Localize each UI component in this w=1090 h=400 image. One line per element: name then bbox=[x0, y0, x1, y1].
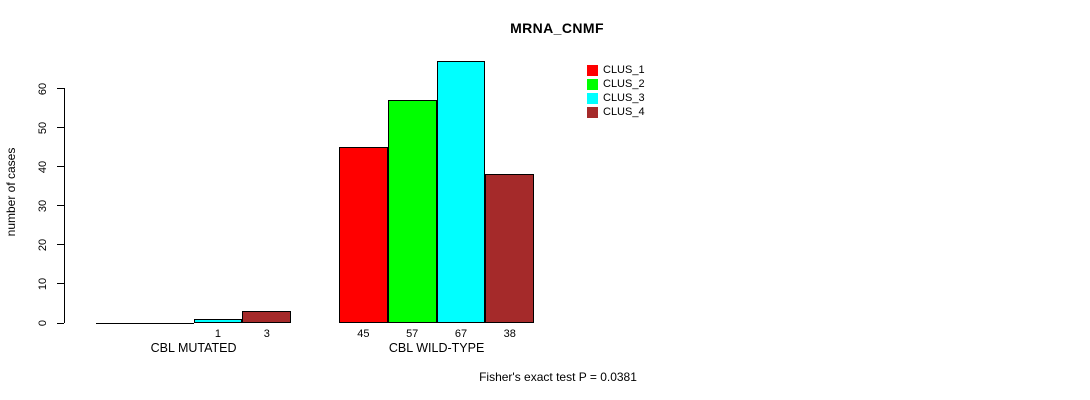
bar-value-label: 1 bbox=[214, 328, 222, 340]
y-axis-line bbox=[64, 88, 65, 324]
legend-item: CLUS_1 bbox=[587, 63, 645, 77]
legend-label: CLUS_3 bbox=[603, 91, 645, 104]
y-tick bbox=[57, 244, 64, 246]
bar-value-label: 45 bbox=[357, 328, 370, 340]
y-tick bbox=[57, 283, 64, 285]
legend-label: CLUS_4 bbox=[603, 105, 645, 118]
y-tick-label: 40 bbox=[37, 160, 49, 173]
bar-value-label: 57 bbox=[406, 328, 419, 340]
bar-clus_4 bbox=[242, 310, 292, 324]
bar-clus_3 bbox=[193, 318, 243, 324]
legend-label: CLUS_2 bbox=[603, 77, 645, 90]
legend-swatch bbox=[587, 64, 598, 76]
legend-item: CLUS_2 bbox=[587, 77, 645, 91]
bar-value-label: 67 bbox=[454, 328, 468, 340]
bar-value-label: 38 bbox=[503, 328, 516, 340]
bar-value-label: 3 bbox=[263, 328, 270, 340]
bar-clus_1-zero bbox=[96, 322, 145, 324]
y-tick-label: 50 bbox=[37, 121, 49, 134]
legend-swatch bbox=[587, 78, 598, 90]
legend: CLUS_1 CLUS_2 CLUS_3 CLUS_4 bbox=[587, 63, 645, 119]
x-category-label: CBL WILD-TYPE bbox=[388, 341, 485, 355]
fisher-test-annotation: Fisher's exact test P = 0.0381 bbox=[479, 370, 637, 384]
bar-clus_4 bbox=[485, 174, 535, 324]
y-tick bbox=[57, 322, 64, 324]
legend-swatch bbox=[587, 106, 598, 118]
legend-item: CLUS_4 bbox=[587, 105, 645, 119]
y-tick bbox=[57, 88, 64, 90]
y-tick-label: 10 bbox=[37, 277, 49, 291]
y-tick bbox=[57, 127, 64, 129]
y-tick-label: 30 bbox=[37, 199, 49, 212]
legend-label: CLUS_1 bbox=[603, 63, 645, 76]
x-category-label: CBL MUTATED bbox=[150, 341, 237, 355]
y-tick-label: 0 bbox=[37, 319, 49, 327]
legend-swatch bbox=[587, 92, 598, 104]
bar-clus_2 bbox=[387, 99, 437, 324]
y-tick-label: 60 bbox=[37, 82, 49, 95]
y-tick-label: 20 bbox=[37, 238, 49, 252]
bar-clus_3 bbox=[436, 60, 486, 324]
bar-clus_2-zero bbox=[144, 322, 194, 324]
y-tick bbox=[57, 205, 64, 207]
bar-clus_1 bbox=[339, 146, 388, 324]
legend-item: CLUS_3 bbox=[587, 91, 645, 105]
chart-title: MRNA_CNMF bbox=[510, 20, 604, 36]
y-tick bbox=[57, 166, 64, 168]
